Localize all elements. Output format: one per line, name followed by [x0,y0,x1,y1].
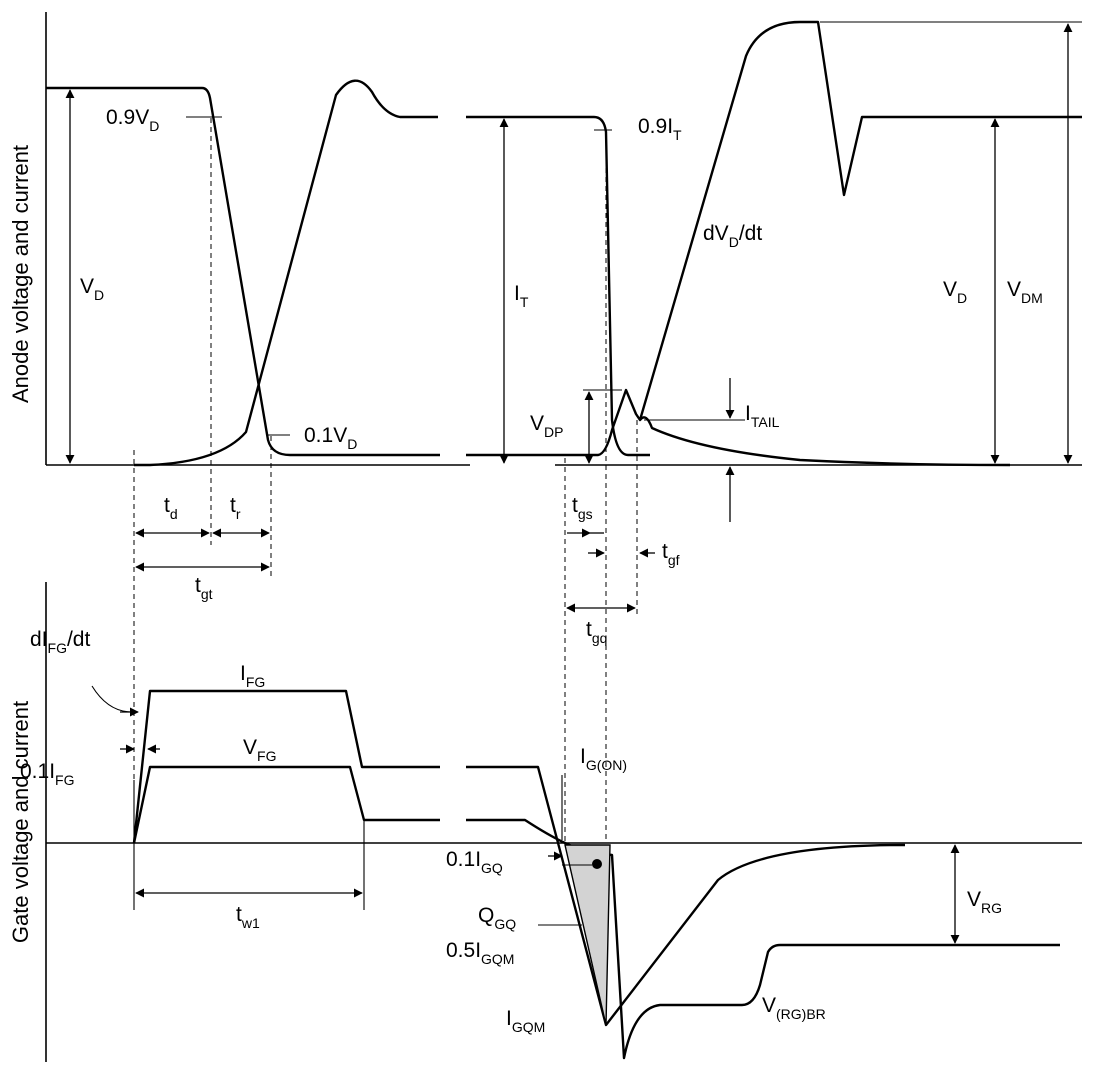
label-ifg: IFG [240,662,265,690]
qgq-charge-region [564,844,611,1026]
anode-waveforms [46,20,1082,467]
label-td: td [164,494,178,522]
turn-off-gate-current-waveform [466,765,906,1027]
label-vdm: VDM [1007,278,1043,306]
label-0.9it: 0.9IT [638,115,682,143]
label-tgs: tgs [572,494,593,522]
turn-off-voltage-waveform [466,20,1082,457]
label-vrg: VRG [967,888,1002,916]
0.5igqm-point [592,859,602,869]
label-vrgbr: V(RG)BR [762,994,826,1022]
top-reference-ticks [186,21,1082,436]
label-0.1igq: 0.1IGQ [446,848,503,876]
label-tgt: tgt [195,574,213,602]
turn-off-gate-voltage-waveform [466,818,1060,1060]
top-dimension-arrows [65,23,1073,522]
label-ig-on: IG(ON) [580,745,627,773]
bottom-dimension-arrows [120,707,960,944]
gate-waveforms [132,689,1060,1060]
turn-on-voltage-waveform [46,86,440,457]
label-qgq: QGQ [478,904,516,932]
label-itail: ITAIL [745,402,780,430]
label-tgq: tgq [586,618,607,646]
tail-current-waveform [639,416,1011,467]
label-vfg: VFG [243,736,276,764]
label-vdp: VDP [530,412,563,440]
label-vd-left: VD [80,275,104,303]
gate-current-ifg-waveform [132,689,440,844]
label-vd-right: VD [943,278,967,306]
difg-dt-leader [91,685,133,713]
label-0.1vd: 0.1VD [304,424,357,452]
label-igqm: IGQM [506,1007,545,1035]
gate-voltage-vfg-waveform [132,765,440,844]
labels: 0.9VD VD 0.1VD 0.9IT IT dVD/dt VD VDM VD… [20,106,1043,1035]
dashed-projections [133,118,638,843]
label-dvd-dt: dVD/dt [703,222,762,250]
label-tw1: tw1 [236,903,260,931]
label-0.9vd: 0.9VD [106,106,159,134]
bottom-y-axis-title: Gate voltage and current [8,701,33,943]
axes [45,12,1082,1062]
turn-on-current-waveform [134,79,438,467]
label-it: IT [514,282,529,310]
label-tgf: tgf [662,540,680,568]
turn-off-current-waveform [466,115,650,457]
label-0.1ifg: 0.1IFG [20,760,74,788]
label-0.5igqm: 0.5IGQM [446,939,514,967]
timing-arrows [135,528,655,613]
label-difg-dt: dIFG/dt [30,628,90,656]
top-y-axis-title: Anode voltage and current [8,145,33,403]
label-tr: tr [230,494,241,522]
